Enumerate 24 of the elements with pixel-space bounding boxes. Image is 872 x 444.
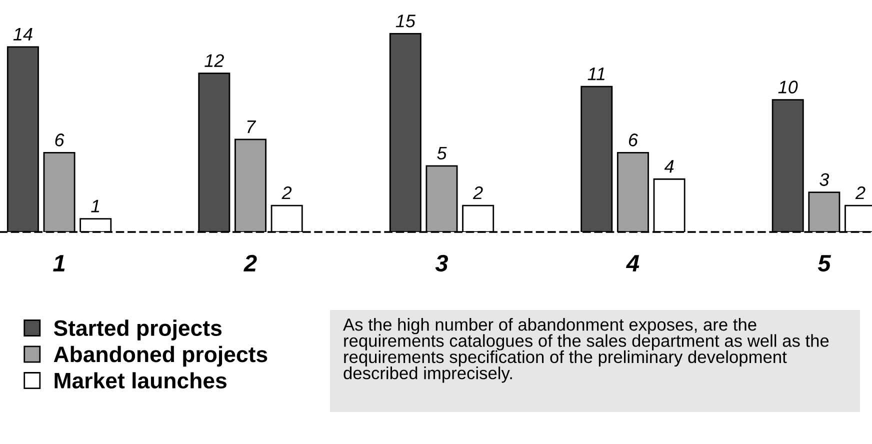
text: As the high number of abandonment exposes, are the requirements catalogues of the sales department as well as the requirements specification of the preliminary development described imprecisely. [343,318,829,383]
x-tick-label: 2 [244,254,257,272]
legend-label: Abandoned projects [54,346,268,367]
legend-label: Market launches [54,372,226,389]
data-label: 15 [396,14,416,28]
data-label: 7 [247,120,256,133]
data-label: 6 [628,134,638,146]
data-label: 10 [778,80,798,94]
legend-label: Started projects [54,320,222,340]
data-label: 6 [55,134,64,146]
data-label: 11 [588,68,604,80]
data-label: 14 [13,28,32,40]
data-label: 5 [437,146,447,160]
data-label: 1 [91,200,100,212]
x-tick-label: 4 [626,255,640,272]
data-label: 2 [855,186,866,200]
data-label: 3 [820,173,830,186]
x-tick-label: 3 [435,254,448,272]
data-label: 2 [472,186,483,200]
x-tick-label: 1 [53,255,65,272]
data-label: 2 [282,186,292,200]
data-label: 4 [664,160,674,173]
x-tick-label: 5 [818,255,832,272]
data-label: 12 [204,54,224,67]
